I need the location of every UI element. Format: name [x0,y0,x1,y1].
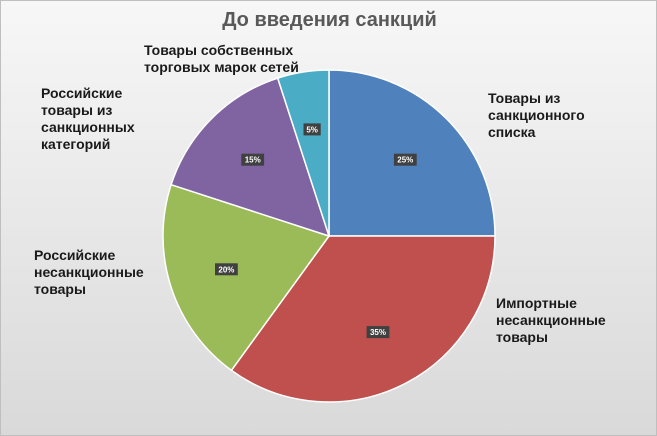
data-label-box [393,153,417,166]
data-label-text: 15% [245,156,261,165]
data-label-box [241,153,265,166]
data-label-box [303,123,321,136]
category-label-1: Товары из санкционного списка [488,90,585,140]
data-label-box [215,263,238,276]
data-label-text: 25% [397,156,413,165]
data-label-4: 15% [241,153,265,166]
data-label-2: 35% [366,326,390,339]
category-label-2: Импортные несанкционные товары [496,295,606,345]
data-label-text: 35% [370,328,386,337]
data-label-5: 5% [303,123,321,136]
data-label-text: 5% [306,125,318,134]
slice-sanction-list [328,69,496,237]
slice-russian-nonsanction [162,183,331,372]
slice-private-labels [276,69,330,237]
category-label-5: Товары собственных торговых марок сетей [144,42,299,75]
category-label-3: Российские несанкционные товары [34,247,144,297]
data-label-1: 25% [393,153,417,166]
category-label-4: Российские товары из санкционных категорий [41,85,135,152]
data-label-3: 20% [215,263,238,276]
data-label-box [366,326,390,339]
data-label-text: 20% [218,265,234,274]
slice-import-nonsanction [230,235,496,403]
chart-title: До введения санкций [222,9,437,31]
